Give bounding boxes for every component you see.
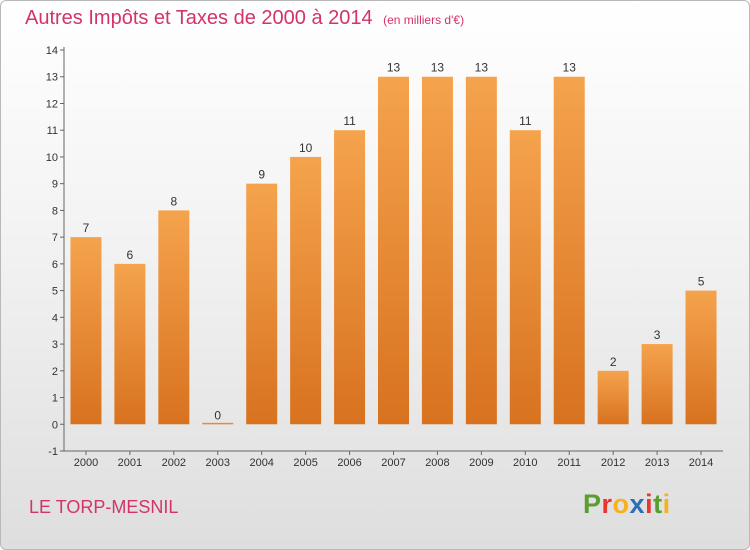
y-tick-label: 8 (52, 205, 58, 217)
bar (509, 130, 541, 425)
x-tick-label: 2006 (337, 457, 361, 469)
logo-letter: i (645, 489, 654, 519)
x-tick-label: 2007 (381, 457, 405, 469)
data-label: 11 (519, 114, 532, 128)
logo-letter: t (653, 489, 663, 519)
bar (685, 290, 717, 425)
bar (246, 183, 278, 425)
x-tick-label: 2000 (74, 457, 98, 469)
bar (114, 263, 146, 425)
x-tick-label: 2001 (118, 457, 142, 469)
bar (641, 344, 673, 425)
y-tick-label: 5 (52, 286, 58, 298)
data-label: 13 (387, 61, 401, 75)
y-tick-label: 0 (52, 419, 58, 431)
bar (158, 210, 190, 425)
y-tick-label: 9 (52, 179, 58, 191)
x-tick-label: 2005 (293, 457, 317, 469)
bar (597, 370, 629, 425)
data-label: 0 (214, 408, 221, 422)
bar (334, 130, 366, 425)
bar (202, 422, 234, 425)
data-label: 11 (343, 114, 356, 128)
logo-letter: x (629, 489, 646, 519)
x-tick-label: 2014 (689, 457, 713, 469)
data-label: 3 (654, 328, 661, 342)
x-tick-label: 2012 (601, 457, 625, 469)
logo-letter: o (612, 489, 630, 519)
data-label: 7 (83, 221, 90, 235)
data-label: 13 (563, 61, 577, 75)
bar (553, 76, 585, 425)
logo-letter: r (601, 489, 613, 519)
data-label: 13 (475, 61, 489, 75)
chart-unit-label: (en milliers d'€) (383, 13, 465, 27)
commune-name: LE TORP-MESNIL (29, 497, 179, 517)
data-label: 5 (698, 275, 705, 289)
x-tick-label: 2003 (206, 457, 230, 469)
x-tick-label: 2008 (425, 457, 449, 469)
y-tick-label: 11 (47, 125, 58, 137)
y-tick-label: 1 (52, 393, 58, 405)
data-label: 2 (610, 355, 617, 369)
data-label: 10 (299, 141, 313, 155)
logo-letter: P (583, 489, 602, 519)
bar (290, 156, 322, 425)
bar (70, 237, 102, 425)
y-tick-label: 14 (46, 45, 58, 57)
x-tick-label: 2011 (557, 457, 581, 469)
bar (421, 76, 453, 425)
x-tick-label: 2004 (249, 457, 273, 469)
data-label: 9 (258, 168, 265, 182)
x-tick-label: 2010 (513, 457, 537, 469)
x-tick-label: 2009 (469, 457, 493, 469)
y-tick-label: 12 (46, 98, 58, 110)
y-tick-label: 3 (52, 339, 58, 351)
chart-title-text: Autres Impôts et Taxes de 2000 à 2014 (25, 7, 373, 29)
y-tick-label: 10 (46, 152, 58, 164)
x-tick-label: 2013 (645, 457, 669, 469)
proxiti-logo: Proxiti (583, 489, 671, 520)
data-label: 8 (170, 194, 177, 208)
y-tick-label: 6 (52, 259, 58, 271)
data-label: 6 (127, 248, 134, 262)
y-tick-label: -1 (48, 446, 58, 458)
y-tick-label: 7 (52, 232, 58, 244)
chart-title: Autres Impôts et Taxes de 2000 à 2014 (e… (25, 7, 464, 30)
logo-letter: i (662, 489, 671, 519)
x-tick-label: 2002 (162, 457, 186, 469)
y-tick-label: 2 (52, 366, 58, 378)
bar (465, 76, 497, 425)
y-tick-label: 13 (46, 72, 58, 84)
y-tick-label: 4 (52, 312, 58, 324)
data-label: 13 (431, 61, 445, 75)
bar (378, 76, 409, 425)
